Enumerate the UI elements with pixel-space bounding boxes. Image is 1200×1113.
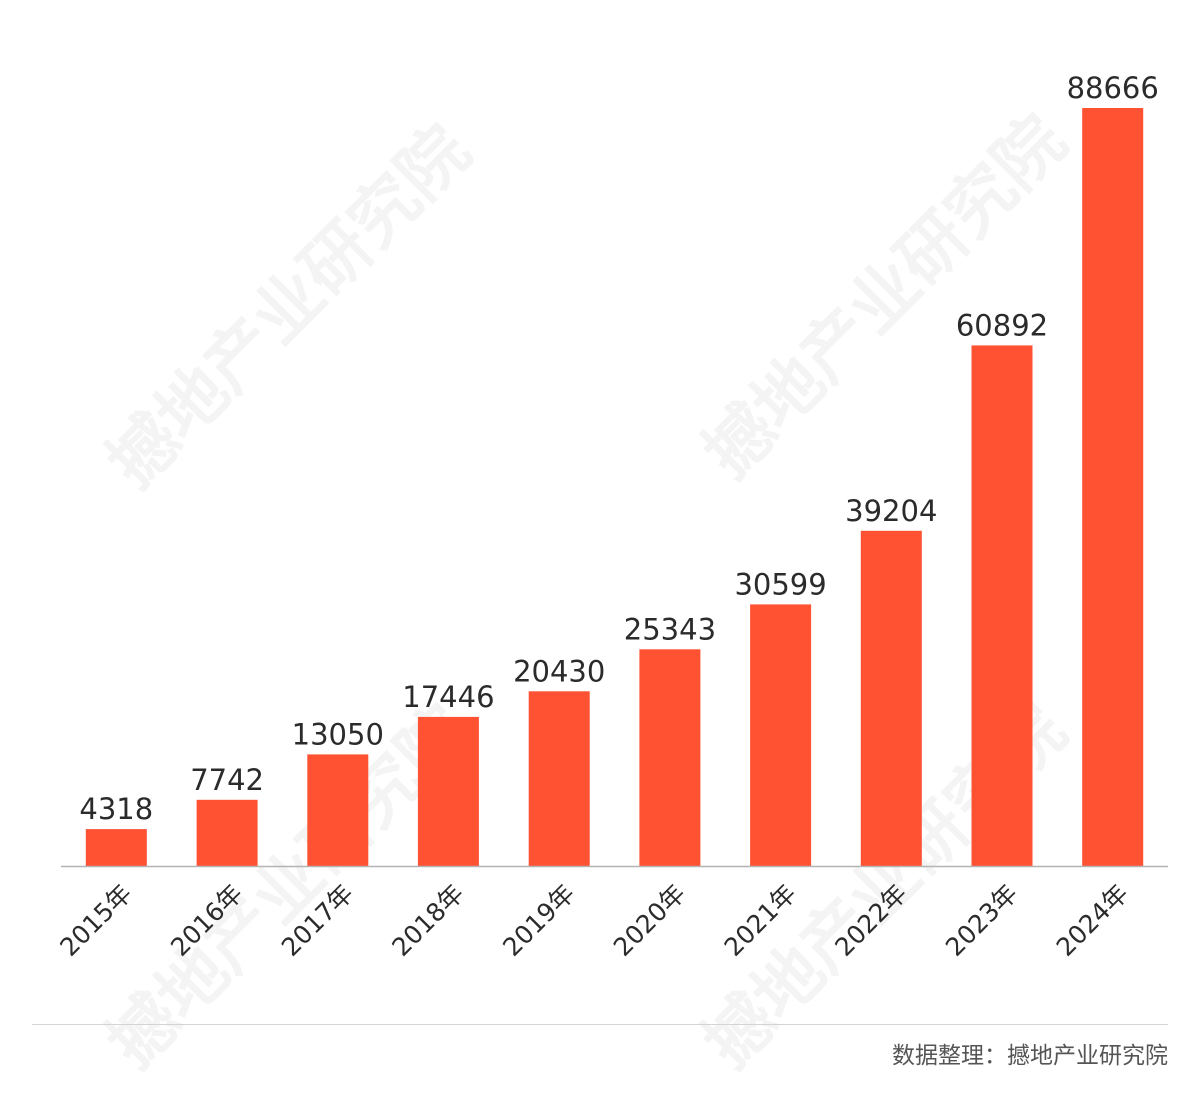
data-label-1: 7742	[190, 763, 264, 797]
data-label-0: 4318	[79, 792, 153, 826]
bar-8	[971, 345, 1033, 866]
watermark-text: 撼地产业研究院	[93, 111, 485, 503]
x-tick-label-5: 2020年	[608, 879, 691, 962]
bar-5	[639, 649, 701, 866]
data-labels: 4318 7742 13050 17446 20430 25343 30599 39204 60…	[79, 71, 1158, 826]
x-tick-label-8: 2023年	[940, 879, 1023, 962]
data-label-2: 13050	[292, 717, 384, 751]
bar-9	[1082, 108, 1144, 866]
bar-0	[85, 829, 147, 866]
data-label-8: 60892	[956, 308, 1048, 342]
bar-1	[196, 799, 258, 866]
bar-6	[750, 604, 812, 866]
bar-4	[528, 691, 590, 866]
bar-2	[307, 754, 369, 866]
bar-series	[85, 108, 1144, 866]
data-label-4: 20430	[513, 654, 605, 688]
source-note: 数据整理：撼地产业研究院	[892, 1043, 1168, 1069]
x-tick-label-3: 2018年	[386, 879, 469, 962]
x-tick-label-4: 2019年	[497, 879, 580, 962]
footer-divider	[32, 1024, 1168, 1025]
data-label-6: 30599	[734, 567, 826, 601]
watermark-layer: 撼地产业研究院 撼地产业研究院 撼地产业研究院 撼地产业研究院	[93, 101, 1081, 1083]
data-label-5: 25343	[624, 612, 716, 646]
x-tick-label-9: 2024年	[1051, 879, 1134, 962]
data-label-9: 88666	[1067, 71, 1159, 105]
data-label-3: 17446	[402, 680, 494, 714]
x-tick-label-0: 2015年	[54, 879, 137, 962]
data-label-7: 39204	[845, 494, 937, 528]
bar-7	[860, 530, 922, 866]
bar-3	[417, 716, 479, 866]
